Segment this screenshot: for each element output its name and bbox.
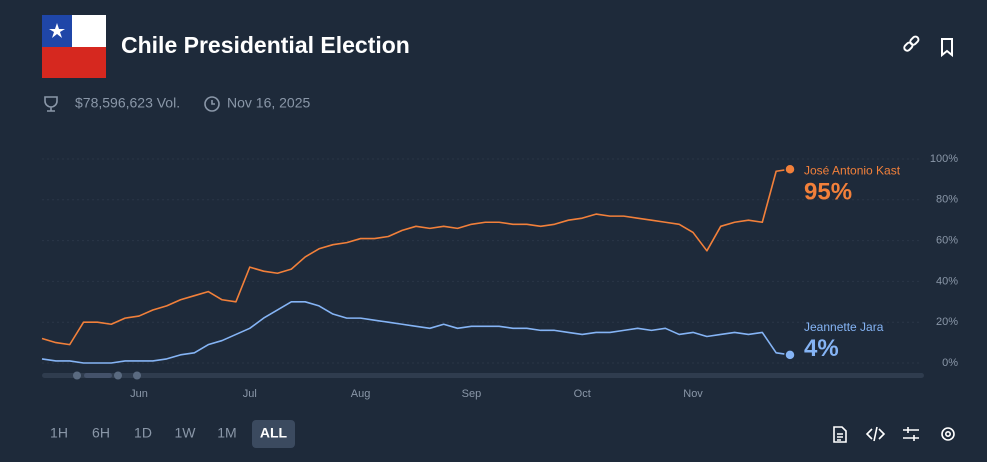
y-tick-label: 100% [930,153,958,165]
y-tick-label: 20% [936,316,958,328]
y-tick-label: 80% [936,194,958,206]
range-button[interactable]: 6H [92,425,110,441]
range-button[interactable]: 1D [134,425,152,441]
bookmark-icon[interactable] [941,38,953,58]
series-line [41,300,791,364]
range-button[interactable]: ALL [260,425,288,441]
flag-red [42,47,106,78]
scrubber-handle[interactable] [133,371,141,380]
flag [42,15,106,78]
x-tick-label: Sep [462,388,482,400]
link-icon[interactable] [903,35,920,52]
document-icon[interactable] [833,426,847,443]
y-tick-label: 40% [936,275,958,287]
series-line [41,168,791,346]
range-button[interactable]: 1M [217,425,236,441]
series-value: 95% [804,179,852,206]
trophy-icon [44,96,58,112]
x-tick-label: Jul [243,388,257,400]
series-name: Jeannette Jara [804,320,884,334]
toolbar [833,426,955,443]
settings-icon[interactable] [941,427,955,441]
series-value: 4% [804,335,839,362]
series-name: José Antonio Kast [804,163,901,177]
x-tick-label: Jun [130,388,148,400]
scrubber-handle[interactable] [114,371,122,380]
range-button[interactable]: 1W [175,425,197,441]
scrubber[interactable] [42,373,924,378]
scrubber-handle[interactable] [73,371,81,380]
end-dot [784,163,796,175]
scrubber-range [84,373,112,378]
clock-icon [204,96,220,112]
flag-star [49,23,65,38]
range-button-active [252,420,295,448]
embed-icon[interactable] [865,426,886,442]
range-controls: 1H 6H 1D 1W 1M ALL [50,420,295,448]
y-tick-label: 60% [936,235,958,247]
title: Chile Presidential Election [121,32,410,58]
end-dot [784,349,796,361]
date: Nov 16, 2025 [227,95,310,111]
x-tick-label: Aug [351,388,371,400]
range-button[interactable]: 1H [50,425,68,441]
plot: 0% 20% 40% 60% 80% 100% Jun Jul Aug Sep Oct Nov José… [41,153,958,400]
x-tick-label: Oct [574,388,591,400]
volume: $78,596,623 Vol. [75,95,180,111]
x-tick-label: Nov [683,388,703,400]
y-tick-label: 0% [942,357,958,369]
filter-icon[interactable] [903,427,919,441]
